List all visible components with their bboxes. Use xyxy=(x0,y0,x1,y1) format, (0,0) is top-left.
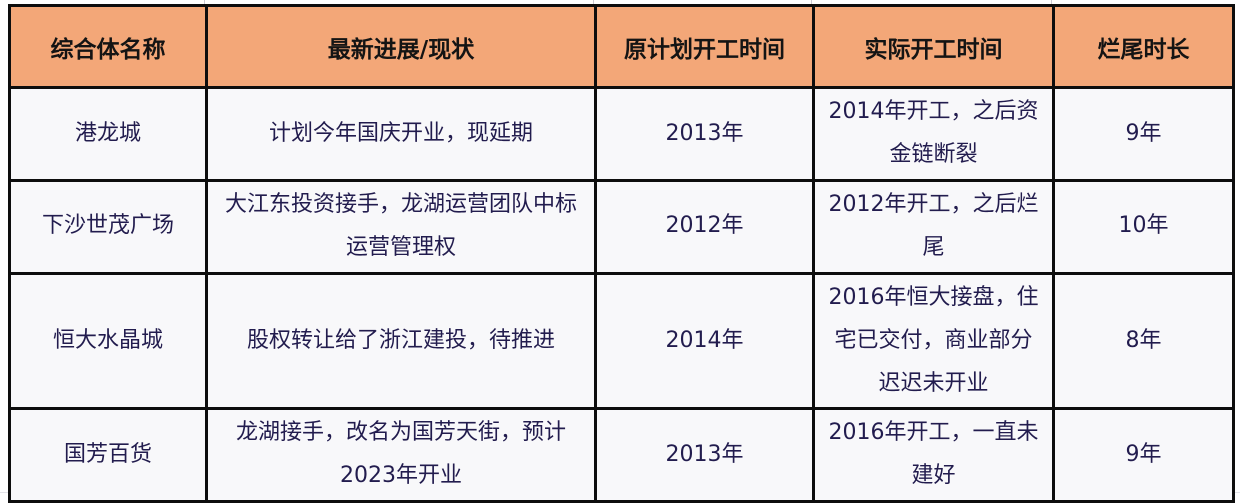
cell-progress-status: 计划今年国庆开业，现延期 xyxy=(205,86,597,182)
col-header-progress-status: 最新进展/现状 xyxy=(205,4,597,89)
stalled-projects-table: 综合体名称 最新进展/现状 原计划开工时间 实际开工时间 烂尾时长 港龙城 计划… xyxy=(8,4,1235,503)
cell-planned-start: 2013年 xyxy=(594,407,815,503)
cell-stalled-duration: 8年 xyxy=(1052,271,1235,411)
sheet-gridline-top xyxy=(1051,0,1052,4)
sheet-gridline-top xyxy=(204,0,205,4)
cell-complex-name: 港龙城 xyxy=(8,86,208,182)
sheet-gridline-top xyxy=(811,0,812,4)
cell-complex-name: 国芳百货 xyxy=(8,407,208,503)
table-row: 港龙城 计划今年国庆开业，现延期 2013年 2014年开工，之后资金链断裂 9… xyxy=(8,86,1235,182)
cell-planned-start: 2014年 xyxy=(594,271,815,411)
col-header-actual-start: 实际开工时间 xyxy=(812,4,1055,89)
sheet-gridline-top xyxy=(593,0,594,4)
table-row: 恒大水晶城 股权转让给了浙江建投，待推进 2014年 2016年恒大接盘，住宅已… xyxy=(8,271,1235,411)
table-header-row: 综合体名称 最新进展/现状 原计划开工时间 实际开工时间 烂尾时长 xyxy=(8,4,1235,89)
cell-actual-start: 2016年恒大接盘，住宅已交付，商业部分迟迟未开业 xyxy=(812,271,1055,411)
cell-planned-start: 2013年 xyxy=(594,86,815,182)
cell-stalled-duration: 9年 xyxy=(1052,86,1235,182)
col-header-planned-start: 原计划开工时间 xyxy=(594,4,815,89)
cell-complex-name: 恒大水晶城 xyxy=(8,271,208,411)
cell-actual-start: 2012年开工，之后烂尾 xyxy=(812,179,1055,275)
table-row: 国芳百货 龙湖接手，改名为国芳天街，预计2023年开业 2013年 2016年开… xyxy=(8,407,1235,503)
cell-stalled-duration: 9年 xyxy=(1052,407,1235,503)
table-row: 下沙世茂广场 大江东投资接手，龙湖运营团队中标运营管理权 2012年 2012年… xyxy=(8,179,1235,275)
cell-progress-status: 大江东投资接手，龙湖运营团队中标运营管理权 xyxy=(205,179,597,275)
col-header-stalled-duration: 烂尾时长 xyxy=(1052,4,1235,89)
cell-progress-status: 龙湖接手，改名为国芳天街，预计2023年开业 xyxy=(205,407,597,503)
cell-progress-status: 股权转让给了浙江建投，待推进 xyxy=(205,271,597,411)
cell-complex-name: 下沙世茂广场 xyxy=(8,179,208,275)
cell-actual-start: 2016年开工，一直未建好 xyxy=(812,407,1055,503)
cell-actual-start: 2014年开工，之后资金链断裂 xyxy=(812,86,1055,182)
col-header-complex-name: 综合体名称 xyxy=(8,4,208,89)
cell-stalled-duration: 10年 xyxy=(1052,179,1235,275)
cell-planned-start: 2012年 xyxy=(594,179,815,275)
